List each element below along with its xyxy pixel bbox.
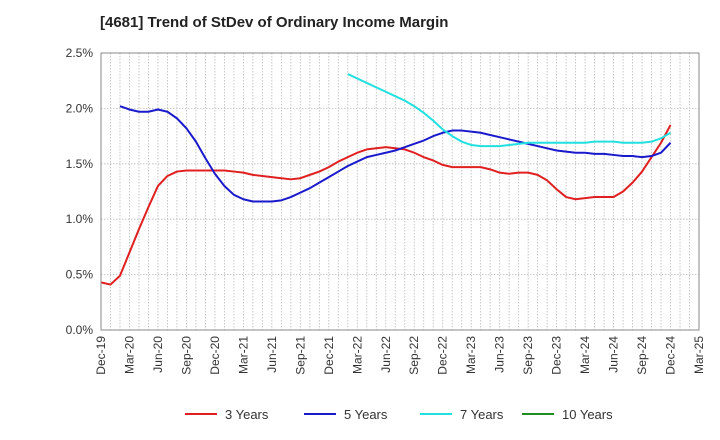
- x-tick-label: Mar-22: [350, 336, 364, 374]
- x-tick-label: Dec-23: [550, 336, 564, 375]
- x-tick-label: Jun-22: [379, 336, 393, 373]
- x-tick-label: Sep-24: [635, 336, 649, 375]
- y-tick-label: 1.5%: [66, 157, 94, 171]
- legend-label: 5 Years: [344, 407, 388, 422]
- series-line-7-years: [347, 73, 672, 148]
- legend: 3 Years 5 Years 7 Years 10 Years: [185, 407, 613, 422]
- grid: [100, 52, 700, 331]
- x-tick-label: Jun-21: [265, 336, 279, 373]
- y-tick-label: 1.0%: [66, 212, 94, 226]
- x-tick-label: Sep-22: [407, 336, 421, 375]
- x-tick-label: Jun-24: [607, 336, 621, 373]
- chart-title: [4681] Trend of StDev of Ordinary Income…: [100, 14, 448, 31]
- x-tick-label: Sep-21: [293, 336, 307, 375]
- legend-label: 3 Years: [225, 407, 269, 422]
- y-tick-label: 2.0%: [66, 101, 94, 115]
- y-tick-label: 0.5%: [66, 268, 94, 282]
- x-tick-label: Mar-20: [122, 336, 136, 374]
- x-tick-label: Mar-21: [236, 336, 250, 374]
- series-line-5-years: [119, 105, 672, 203]
- series-line-3-years: [100, 124, 672, 286]
- legend-label: 7 Years: [460, 407, 504, 422]
- x-tick-label: Dec-22: [436, 336, 450, 375]
- x-axis-ticks: Dec-19 Mar-20 Jun-20 Sep-20 Dec-20 Mar-21 Jun-…: [94, 336, 706, 375]
- x-tick-label: Sep-20: [179, 336, 193, 375]
- legend-label: 10 Years: [562, 407, 613, 422]
- x-tick-label: Mar-25: [692, 336, 706, 374]
- x-tick-label: Jun-23: [493, 336, 507, 373]
- x-tick-label: Dec-21: [322, 336, 336, 375]
- x-tick-label: Jun-20: [151, 336, 165, 373]
- x-tick-label: Mar-23: [464, 336, 478, 374]
- series-lines: [100, 73, 672, 286]
- x-tick-label: Sep-23: [521, 336, 535, 375]
- y-tick-label: 0.0%: [66, 323, 94, 337]
- y-axis-ticks: 0.0% 0.5% 1.0% 1.5% 2.0% 2.5%: [66, 46, 94, 337]
- x-tick-label: Dec-19: [94, 336, 108, 375]
- x-tick-label: Dec-24: [664, 336, 678, 375]
- plot-frame: [100, 52, 700, 331]
- x-tick-label: Mar-24: [578, 336, 592, 374]
- y-tick-label: 2.5%: [66, 46, 94, 60]
- x-tick-label: Dec-20: [208, 336, 222, 375]
